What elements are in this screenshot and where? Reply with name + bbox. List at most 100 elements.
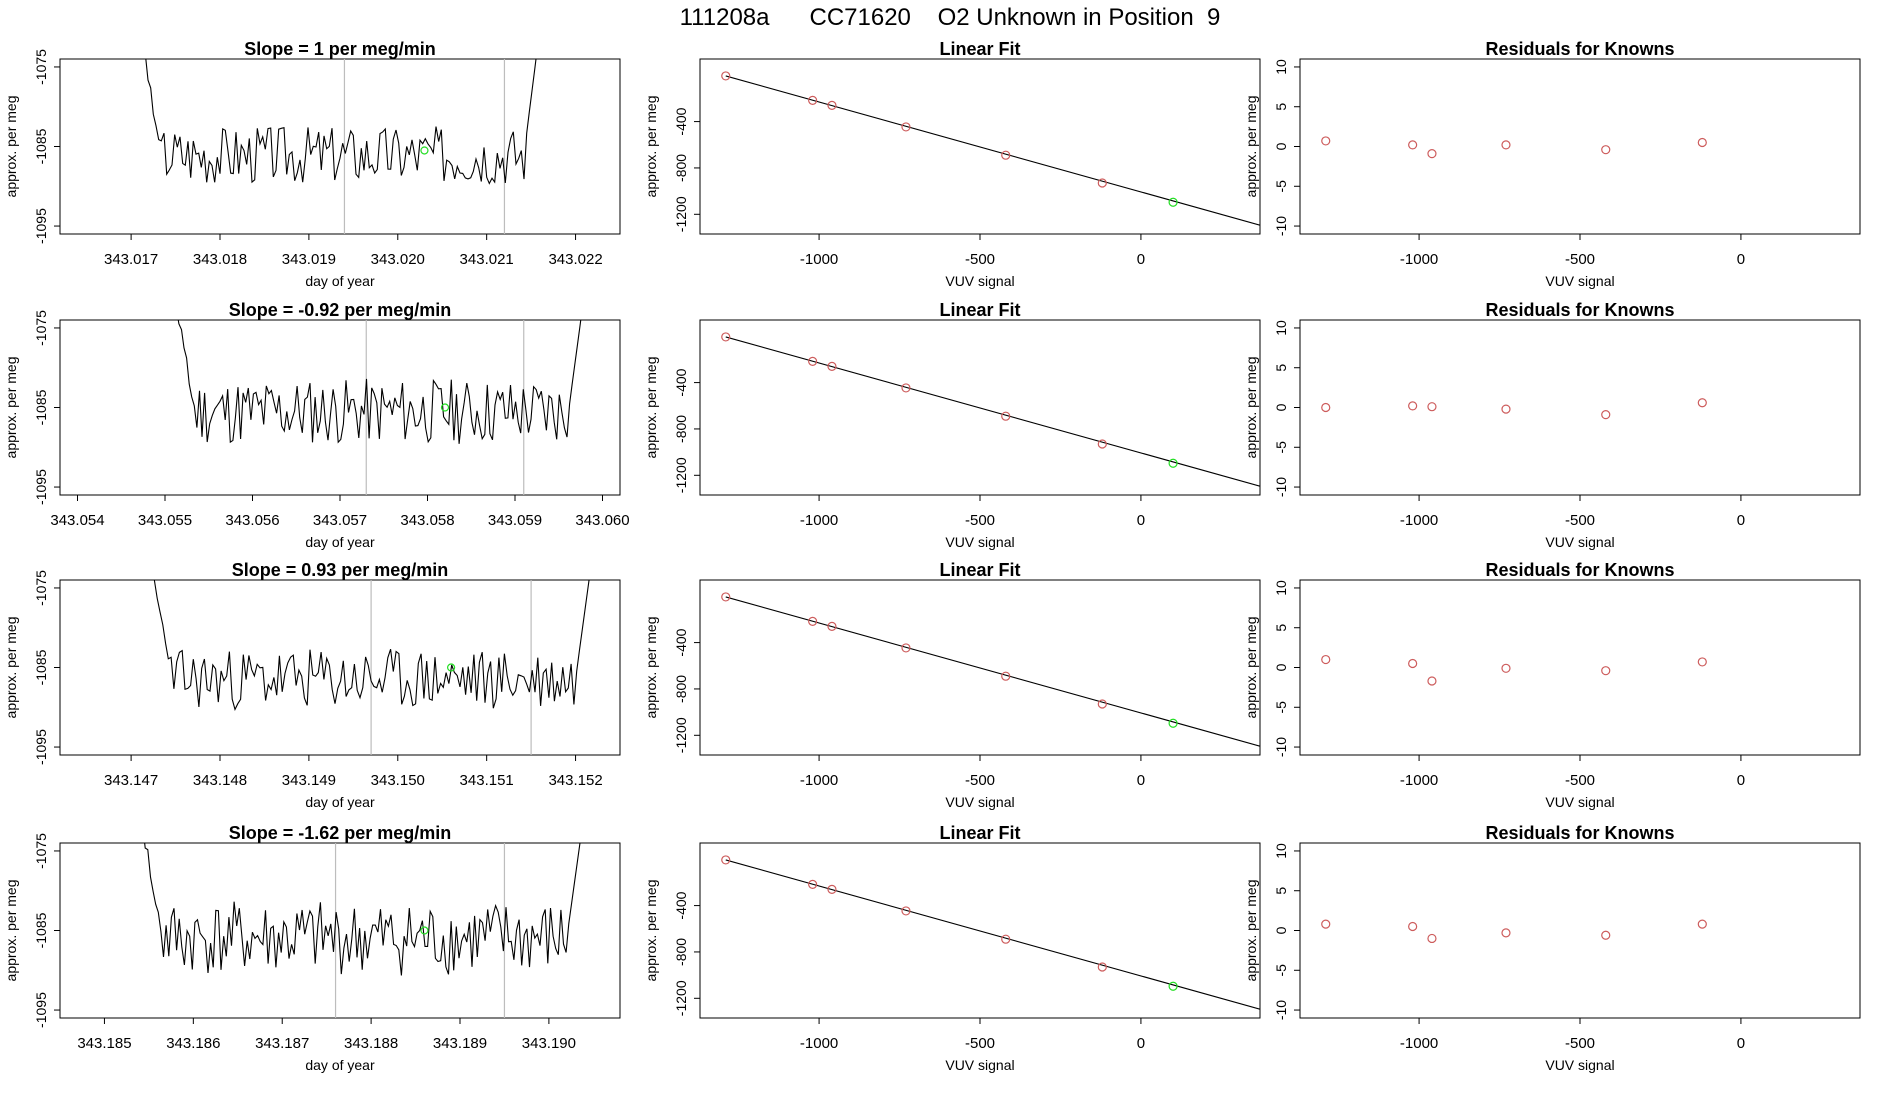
known-point [1321, 136, 1331, 146]
x-tick-label: 343.020 [371, 251, 425, 268]
known-point [721, 855, 731, 865]
known-point [1001, 150, 1011, 160]
known-point [1697, 398, 1707, 408]
y-tick-label: -1095 [33, 729, 49, 765]
y-tick-label: -10 [1273, 737, 1289, 757]
x-tick-label: -1000 [800, 512, 838, 529]
data-layer [145, 59, 537, 234]
x-tick-label: -500 [1565, 1035, 1595, 1052]
x-tick-label: 343.021 [460, 251, 514, 268]
x-tick-label: -1000 [800, 251, 838, 268]
known-point [1097, 962, 1107, 972]
signal-trace [177, 320, 582, 444]
x-tick-label: 0 [1737, 772, 1745, 789]
y-tick-label: -10 [1273, 477, 1289, 497]
x-tick-label: -500 [965, 772, 995, 789]
data-layer [153, 580, 590, 755]
y-axis-label: approx. per meg [1243, 617, 1259, 719]
unknown-point [1168, 458, 1178, 468]
known-point [1501, 404, 1511, 414]
chart-panel-9: Residuals for Knowns approx. per meg VUV s… [1243, 560, 1861, 810]
chart-title: Residuals for Knowns [1485, 823, 1674, 843]
known-point [901, 643, 911, 653]
plot-frame [1299, 579, 1861, 756]
chart-title: Residuals for Knowns [1485, 560, 1674, 580]
unknown-point [1168, 981, 1178, 991]
y-axis-label: approx. per meg [3, 357, 19, 459]
known-point [721, 71, 731, 81]
plot-frame [1299, 842, 1861, 1019]
x-tick-label: 0 [1137, 1035, 1145, 1052]
known-point [901, 122, 911, 132]
known-point [721, 332, 731, 342]
known-point [827, 361, 837, 371]
chart-title: Linear Fit [939, 823, 1020, 843]
signal-trace [144, 843, 581, 976]
y-tick-label: 0 [1273, 926, 1289, 934]
x-tick-label: 343.152 [548, 772, 602, 789]
chart-panel-7: Slope = 0.93 per meg/min approx. per meg d… [3, 560, 621, 810]
data-layer [1321, 398, 1707, 420]
known-point [1408, 401, 1418, 411]
plot-frame [59, 319, 621, 496]
known-point [1601, 666, 1611, 676]
x-tick-label: -500 [1565, 512, 1595, 529]
chart-title: Slope = 1 per meg/min [244, 39, 436, 59]
fit-line [725, 859, 1260, 1010]
y-tick-label: -10 [1273, 216, 1289, 236]
unknown-marker [420, 926, 429, 935]
y-tick-label: -5 [1273, 701, 1289, 714]
x-tick-label: 343.188 [344, 1035, 398, 1052]
chart-panel-6: Residuals for Knowns approx. per meg VUV s… [1243, 300, 1861, 550]
data-layer [1321, 919, 1707, 944]
chart-panel-10: Slope = -1.62 per meg/min approx. per meg… [3, 823, 621, 1073]
x-tick-label: 343.056 [225, 512, 279, 529]
y-axis-label: approx. per meg [1243, 96, 1259, 198]
y-tick-label: 0 [1273, 403, 1289, 411]
x-tick-label: -1000 [1400, 251, 1438, 268]
y-tick-label: -800 [673, 415, 689, 443]
known-point [1501, 928, 1511, 938]
data-layer [1321, 136, 1707, 159]
x-axis-label: VUV signal [1545, 534, 1614, 550]
chart-panel-8: Linear Fit approx. per meg VUV signal -400 -… [643, 560, 1261, 810]
x-axis-label: VUV signal [945, 794, 1014, 810]
y-tick-label: -400 [673, 107, 689, 135]
x-axis-label: day of year [305, 273, 375, 289]
known-point [1501, 663, 1511, 673]
y-tick-label: -1095 [33, 208, 49, 244]
y-tick-label: -1200 [673, 196, 689, 232]
x-tick-label: 343.189 [433, 1035, 487, 1052]
y-tick-label: -400 [673, 368, 689, 396]
y-axis-label: approx. per meg [1243, 880, 1259, 982]
y-tick-label: -800 [673, 154, 689, 182]
x-tick-label: 0 [1737, 1035, 1745, 1052]
y-tick-label: -1095 [33, 992, 49, 1028]
y-tick-label: -1075 [33, 310, 49, 346]
chart-title: Residuals for Knowns [1485, 39, 1674, 59]
y-tick-label: -1095 [33, 469, 49, 505]
chart-panel-12: Residuals for Knowns approx. per meg VUV s… [1243, 823, 1861, 1073]
known-point [1697, 657, 1707, 667]
unknown-point [1168, 718, 1178, 728]
fit-line [725, 336, 1260, 487]
x-tick-label: 343.054 [50, 512, 104, 529]
x-tick-label: 343.190 [522, 1035, 576, 1052]
y-tick-label: -5 [1273, 964, 1289, 977]
known-point [808, 356, 818, 366]
x-tick-label: 343.057 [313, 512, 367, 529]
x-tick-label: 343.058 [400, 512, 454, 529]
unknown-marker [440, 403, 450, 412]
x-tick-label: 343.147 [104, 772, 158, 789]
known-point [1601, 410, 1611, 420]
known-point [1408, 140, 1418, 150]
known-point [808, 616, 818, 626]
y-axis-label: approx. per meg [643, 357, 659, 459]
y-axis-label: approx. per meg [643, 617, 659, 719]
chart-panel-2: Linear Fit approx. per meg VUV signal -400 -… [643, 39, 1261, 289]
x-tick-label: 343.148 [193, 772, 247, 789]
known-point [808, 95, 818, 105]
known-point [827, 884, 837, 894]
y-tick-label: -400 [673, 891, 689, 919]
fit-line [725, 75, 1260, 226]
